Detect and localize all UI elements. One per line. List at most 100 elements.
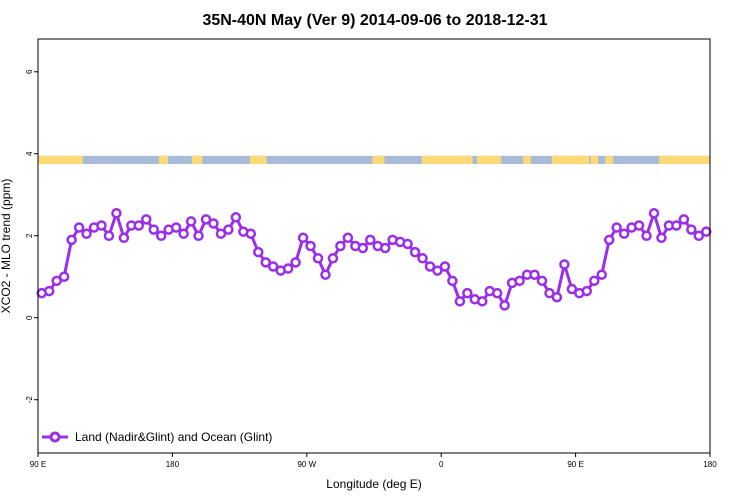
data-point	[81, 228, 92, 239]
x-tick-label: 0	[439, 460, 444, 469]
data-point	[230, 212, 242, 223]
series-layer	[36, 207, 712, 311]
data-point	[245, 228, 257, 239]
data-point	[686, 224, 697, 235]
data-point	[559, 259, 570, 270]
data-point	[51, 275, 62, 287]
legend-label: Land (Nadir&Glint) and Ocean (Glint)	[75, 430, 272, 444]
data-point	[357, 242, 369, 254]
data-point	[544, 287, 555, 299]
data-point	[365, 234, 376, 246]
data-point	[342, 232, 354, 244]
data-point	[417, 253, 428, 264]
land-segment	[551, 155, 590, 165]
data-point	[454, 296, 466, 307]
data-point	[633, 220, 645, 231]
data-point	[566, 283, 578, 295]
legend: Land (Nadir&Glint) and Ocean (Glint)	[42, 430, 272, 444]
data-point	[267, 261, 279, 272]
data-point	[499, 300, 510, 311]
data-point	[327, 253, 339, 264]
data-point	[514, 275, 525, 287]
data-point	[111, 207, 122, 219]
data-point	[379, 242, 391, 254]
land-segment	[372, 155, 385, 165]
data-point	[253, 246, 264, 258]
y-tick-label: 2	[25, 233, 34, 238]
y-tick-label: 4	[25, 151, 34, 156]
surface-type-strip	[38, 155, 710, 165]
plot-area-frame	[37, 38, 711, 454]
data-point	[409, 246, 421, 258]
data-point	[260, 257, 271, 268]
data-point	[66, 234, 77, 246]
land-segment	[523, 155, 531, 165]
data-point	[193, 230, 204, 242]
data-point	[148, 224, 159, 235]
data-point	[58, 271, 70, 282]
data-point	[678, 214, 690, 225]
data-point	[297, 232, 309, 244]
legend-marker-swatch	[49, 431, 61, 443]
land-segment	[477, 155, 501, 165]
data-point	[103, 230, 115, 242]
land-segment	[158, 155, 168, 165]
x-tick-label: 90 E	[567, 460, 583, 469]
chart-title: 35N-40N May (Ver 9) 2014-09-06 to 2018-1…	[202, 12, 547, 29]
data-point	[424, 261, 436, 272]
data-point	[432, 265, 443, 276]
y-axis: -2 0 2 4 6	[25, 69, 38, 403]
data-point	[462, 287, 473, 299]
data-point	[215, 228, 227, 239]
data-point	[477, 296, 488, 307]
land-segment	[250, 155, 267, 165]
x-axis: 90 E 180 90 W 0 90 E 180	[30, 453, 717, 469]
data-point	[200, 214, 212, 225]
data-point	[589, 275, 600, 287]
data-point	[596, 269, 607, 280]
land-segment	[590, 155, 598, 165]
data-point	[178, 228, 189, 239]
data-point	[312, 253, 324, 264]
data-point	[335, 240, 346, 252]
land-segment	[421, 155, 473, 165]
data-point	[290, 257, 301, 268]
x-tick-label: 90 W	[297, 460, 316, 469]
data-point	[536, 275, 548, 287]
data-point	[551, 291, 563, 303]
x-tick-label: 90 E	[30, 460, 46, 469]
data-point	[402, 238, 413, 250]
x-tick-label: 180	[166, 460, 180, 469]
data-point	[529, 269, 540, 280]
land-segment	[38, 155, 83, 165]
data-point	[656, 232, 667, 244]
data-point	[208, 218, 219, 229]
data-point	[43, 285, 55, 297]
y-tick-label: 0	[25, 315, 34, 320]
data-point	[320, 269, 331, 280]
data-point	[141, 214, 152, 225]
data-point	[439, 261, 451, 272]
data-point	[618, 228, 630, 239]
data-point	[581, 285, 593, 297]
land-segment	[605, 155, 613, 165]
data-point	[282, 263, 294, 274]
y-tick-label: 6	[25, 69, 34, 74]
data-point	[223, 224, 234, 235]
data-point	[133, 220, 145, 231]
y-axis-label: XCO2 - MLO trend (ppm)	[0, 179, 13, 314]
data-point	[491, 287, 503, 299]
data-point	[701, 226, 712, 237]
data-point	[155, 230, 167, 242]
data-point	[611, 222, 622, 233]
data-point	[603, 234, 615, 246]
x-axis-label: Longitude (deg E)	[326, 477, 421, 491]
data-point	[693, 230, 705, 242]
data-point	[73, 222, 85, 233]
data-point	[118, 232, 130, 244]
x-tick-label: 180	[703, 460, 717, 469]
data-point	[648, 207, 660, 219]
data-point	[185, 216, 197, 227]
y-tick-label: -2	[25, 396, 34, 404]
